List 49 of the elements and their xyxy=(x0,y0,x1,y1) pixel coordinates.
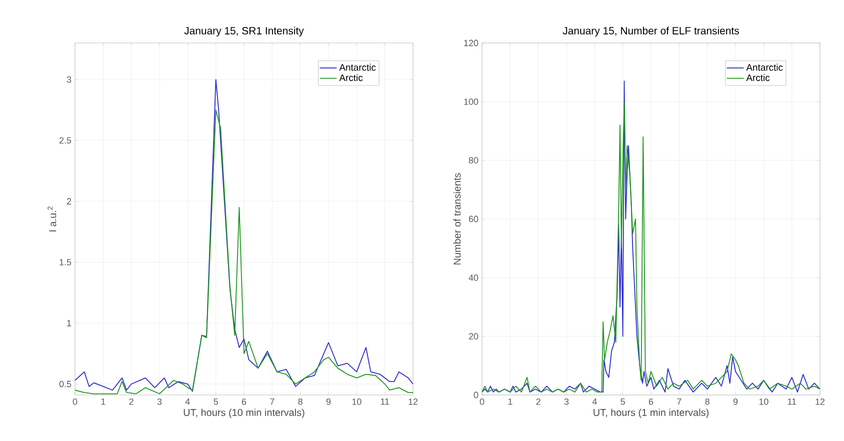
y-tick-label: 20 xyxy=(468,333,478,340)
x-tick-label: 10 xyxy=(352,398,362,405)
x-tick-label: 5 xyxy=(214,398,218,405)
y-tick-label: 3 xyxy=(66,76,72,83)
y-tick-label: 80 xyxy=(468,157,478,164)
y-axis-title: Number of transients xyxy=(453,173,461,264)
legend-label: Antarctic xyxy=(746,64,783,71)
x-tick-label: 7 xyxy=(677,398,682,405)
x-tick-label: 9 xyxy=(326,398,331,405)
chart-title: January 15, SR1 Intensity xyxy=(184,26,304,36)
x-tick-label: 11 xyxy=(788,398,796,405)
x-tick-label: 6 xyxy=(242,398,246,405)
y-axis-title: I a.u.$^{2}$ xyxy=(48,206,56,232)
x-tick-label: 2 xyxy=(129,398,134,405)
x-tick-label: 2 xyxy=(536,398,540,405)
x-tick-label: 10 xyxy=(759,398,768,405)
chart-title: January 15, Number of ELF transients xyxy=(562,26,739,36)
x-tick-label: 8 xyxy=(705,398,710,405)
x-tick-label: 12 xyxy=(408,398,418,405)
x-tick-label: 9 xyxy=(733,398,738,405)
y-tick-label: 1 xyxy=(67,320,72,326)
x-tick-label: 3 xyxy=(564,398,569,405)
x-axis-title: UT, hours (10 min intervals) xyxy=(184,408,304,418)
x-tick-label: 0 xyxy=(480,398,484,405)
y-tick-label: 2 xyxy=(66,198,72,204)
legend-label: Arctic xyxy=(746,74,770,82)
y-tick-label: 0.5 xyxy=(59,380,72,388)
x-tick-label: 4 xyxy=(185,398,190,405)
x-tick-label: 6 xyxy=(648,398,654,405)
y-tick-label: 60 xyxy=(468,216,478,222)
x-tick-label: 7 xyxy=(270,398,274,405)
x-tick-label: 11 xyxy=(380,398,390,405)
x-tick-label: 1 xyxy=(101,398,106,405)
y-tick-label: 120 xyxy=(464,40,478,46)
y-tick-label: 0 xyxy=(474,392,478,398)
x-tick-label: 0 xyxy=(72,398,78,405)
x-tick-label: 8 xyxy=(298,398,302,405)
x-tick-label: 12 xyxy=(816,398,825,405)
legend-label: Arctic xyxy=(339,74,363,82)
x-tick-label: 3 xyxy=(157,398,162,405)
y-tick-label: 1.5 xyxy=(60,259,72,266)
y-tick-label: 40 xyxy=(468,274,478,281)
x-tick-label: 5 xyxy=(620,398,625,405)
legend-label: Antarctic xyxy=(339,64,376,71)
y-tick-label: 100 xyxy=(464,98,478,105)
x-tick-label: 4 xyxy=(592,398,597,405)
x-tick-label: 1 xyxy=(508,398,512,405)
x-axis-title: UT, hours (1 min intervals) xyxy=(594,408,709,418)
y-tick-label: 2.5 xyxy=(59,137,72,144)
